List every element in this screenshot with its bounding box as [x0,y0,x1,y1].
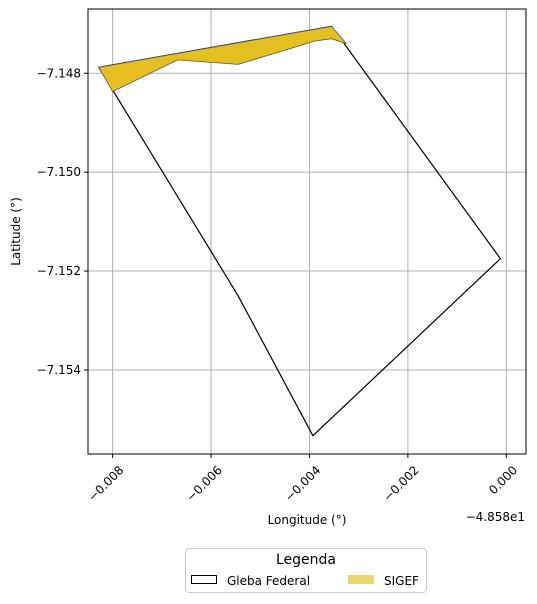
x-axis-offset-label: −4.858e1 [466,510,525,524]
grid-lines [88,9,526,454]
legend-swatch-sigef [348,575,374,584]
legend-label-gleba-federal: Gleba Federal [227,574,311,588]
y-tick-label-1: −7.150 [37,165,81,179]
y-tick-label-2: −7.152 [37,264,81,278]
plot-frame [87,8,527,455]
legend-title: Legenda [275,552,336,568]
x-tick-label-4: 0.000 [486,463,520,497]
x-tick-label-2: −0.004 [282,463,323,504]
x-tick-label-1: −0.006 [184,463,225,504]
axis-ticks: −0.008 −0.006 −0.004 −0.002 0.000 −7.148 −7.15… [37,66,521,504]
y-axis-label: Latitude (°) [9,197,23,266]
legend-swatch-gleba-federal [191,575,217,584]
x-axis-label: Longitude (°) [268,513,347,527]
polygon-sigef [98,25,347,92]
x-tick-label-0: −0.008 [85,463,126,504]
polygon-gleba-federal [98,25,501,437]
polygon-layer [98,25,501,437]
y-tick-label-3: −7.154 [37,363,81,377]
legend: Legenda Gleba Federal SIGEF [185,548,427,593]
x-tick-label-3: −0.002 [380,463,421,504]
y-tick-label-0: −7.148 [37,66,81,80]
legend-label-sigef: SIGEF [384,574,419,588]
